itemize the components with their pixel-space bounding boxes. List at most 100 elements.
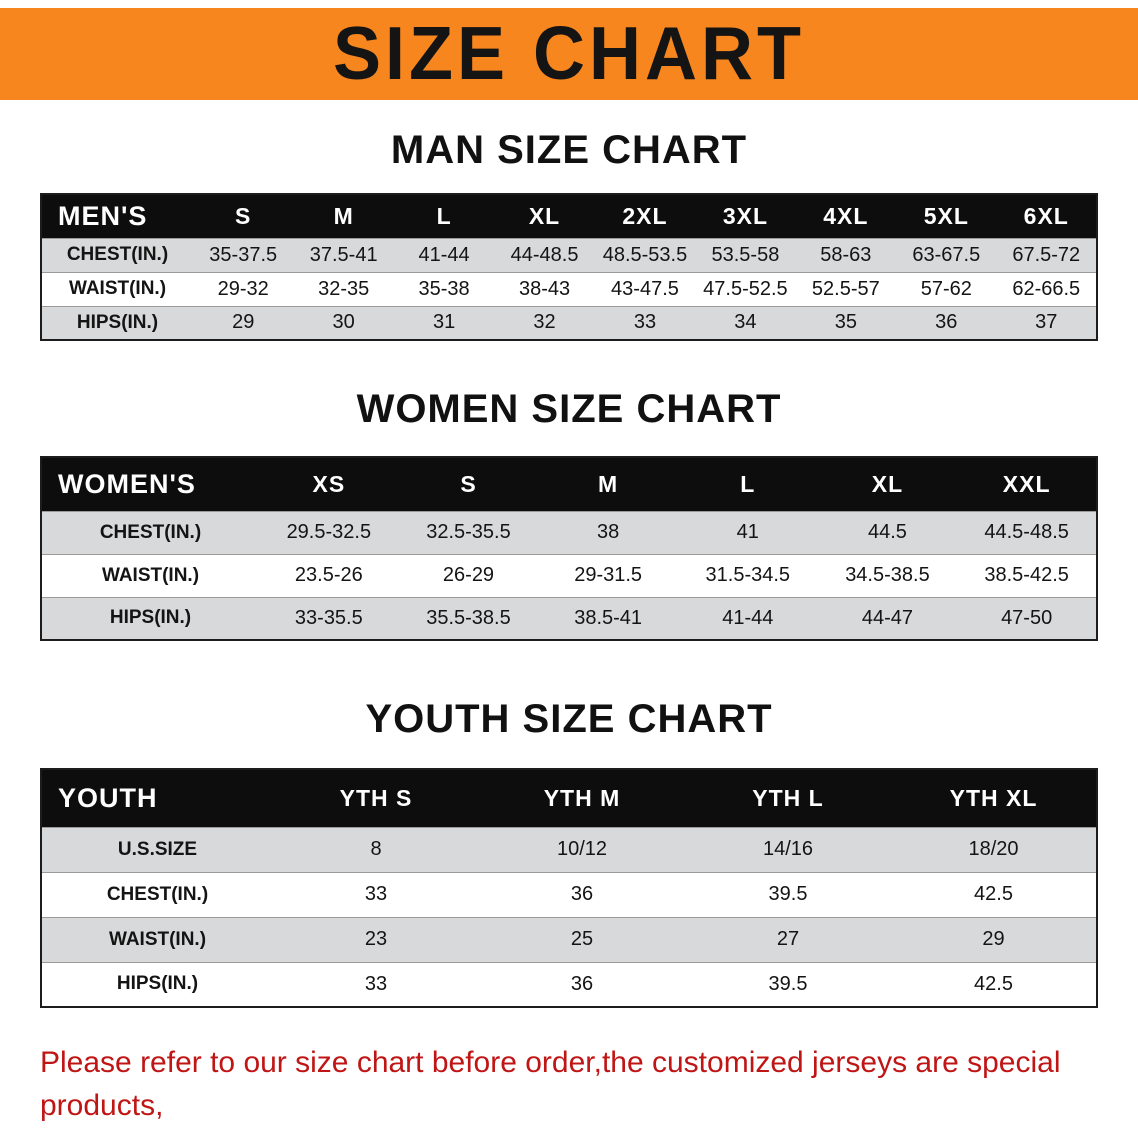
measurement-value: 43-47.5	[594, 271, 696, 306]
measurement-value: 44.5-48.5	[957, 510, 1097, 554]
man-size-table: MEN'S S M L XL 2XL 3XL 4XL 5XL 6XL CHEST(IN.) 35-37…	[40, 193, 1098, 341]
size-column-header: XXL	[1002, 470, 1051, 497]
measurement-row: HIPS(IN.) 33 36 39.5 42.5	[41, 961, 1097, 1007]
measurement-value: 36	[479, 961, 685, 1007]
women-size-chart-section: WOMEN SIZE CHART WOMEN'S XS S M L XL XXL CHEST(…	[0, 387, 1138, 641]
table-header-row: MEN'S S M L XL 2XL 3XL 4XL 5XL 6XL	[41, 194, 1097, 238]
disclaimer-line-1: Please refer to our size chart before or…	[40, 1046, 1061, 1122]
measurement-value: 10/12	[479, 826, 685, 872]
women-size-table: WOMEN'S XS S M L XL XXL CHEST(IN.) 29.5-32.5 32.5…	[40, 456, 1098, 641]
size-column-header: 2XL	[622, 202, 668, 229]
size-column-header: YTH S	[339, 784, 413, 811]
measurement-value: 48.5-53.5	[594, 237, 696, 272]
size-column-header: S	[235, 202, 252, 229]
measurement-value: 44-47	[817, 596, 958, 640]
measurement-value: 33	[273, 961, 479, 1007]
size-column-header: M	[598, 470, 619, 497]
measurement-value: 37	[996, 305, 1097, 340]
measurement-label: WAIST(IN.)	[41, 553, 259, 597]
measurement-value: 41	[677, 510, 818, 554]
page-title: SIZE CHART	[333, 12, 805, 97]
measurement-value: 41-44	[393, 237, 495, 272]
table-group-label: MEN'S	[58, 200, 148, 231]
measurement-value: 32-35	[293, 271, 394, 306]
measurement-value: 34.5-38.5	[817, 553, 958, 597]
measurement-value: 47.5-52.5	[695, 271, 796, 306]
disclaimer-line-2: we don't accept cancel, change, teturn o…	[40, 1127, 1110, 1132]
table-header-row: YOUTH YTH S YTH M YTH L YTH XL	[41, 769, 1097, 827]
measurement-value: 35-37.5	[193, 237, 294, 272]
women-size-chart-heading: WOMEN SIZE CHART	[356, 387, 782, 431]
measurement-value: 42.5	[891, 871, 1097, 917]
measurement-value: 52.5-57	[795, 271, 897, 306]
measurement-value: 33	[273, 871, 479, 917]
measurement-value: 57-62	[896, 271, 997, 306]
size-column-header: S	[460, 470, 477, 497]
size-column-header: M	[333, 202, 354, 229]
size-column-header: 3XL	[722, 202, 768, 229]
measurement-value: 29.5-32.5	[259, 510, 399, 554]
size-column-header: L	[740, 470, 756, 497]
measurement-value: 38.5-42.5	[957, 553, 1097, 597]
measurement-value: 67.5-72	[996, 237, 1097, 272]
measurement-label: U.S.SIZE	[41, 826, 273, 872]
measurement-value: 26-29	[398, 553, 539, 597]
youth-size-chart-heading: YOUTH SIZE CHART	[365, 697, 773, 741]
measurement-row: CHEST(IN.) 33 36 39.5 42.5	[41, 871, 1097, 917]
measurement-label: WAIST(IN.)	[41, 916, 273, 962]
disclaimer: Please refer to our size chart before or…	[40, 1042, 1110, 1132]
measurement-value: 42.5	[891, 961, 1097, 1007]
measurement-value: 27	[685, 916, 891, 962]
size-column-header: YTH L	[752, 784, 824, 811]
measurement-value: 36	[896, 305, 997, 340]
measurement-row: HIPS(IN.) 33-35.5 35.5-38.5 38.5-41 41-44 44-…	[41, 596, 1097, 640]
measurement-label: WAIST(IN.)	[41, 271, 193, 306]
measurement-value: 34	[695, 305, 796, 340]
measurement-value: 31	[393, 305, 495, 340]
man-size-chart-heading: MAN SIZE CHART	[390, 128, 748, 172]
measurement-value: 47-50	[957, 596, 1097, 640]
measurement-value: 29-31.5	[538, 553, 678, 597]
measurement-value: 63-67.5	[896, 237, 997, 272]
measurement-value: 41-44	[677, 596, 818, 640]
youth-size-chart-section: YOUTH SIZE CHART YOUTH YTH S YTH M YTH L YTH…	[0, 697, 1138, 1008]
measurement-value: 29-32	[193, 271, 294, 306]
measurement-value: 35	[795, 305, 897, 340]
measurement-value: 14/16	[685, 826, 891, 872]
measurement-row: WAIST(IN.) 23.5-26 26-29 29-31.5 31.5-34.5 34…	[41, 553, 1097, 597]
measurement-label: CHEST(IN.)	[41, 510, 259, 554]
measurement-row: HIPS(IN.) 29 30 31 32 33 34 35 36 37	[41, 305, 1097, 340]
youth-size-table: YOUTH YTH S YTH M YTH L YTH XL U.S.SIZE 8 10/12…	[40, 768, 1098, 1008]
measurement-value: 8	[273, 826, 479, 872]
size-column-header: 6XL	[1023, 202, 1069, 229]
measurement-value: 44.5	[817, 510, 958, 554]
measurement-row: WAIST(IN.) 29-32 32-35 35-38 38-43 43-47.5 47.…	[41, 271, 1097, 306]
measurement-value: 37.5-41	[293, 237, 394, 272]
size-column-header: YTH XL	[949, 784, 1038, 811]
measurement-value: 33	[594, 305, 696, 340]
size-column-header: XL	[528, 202, 561, 229]
banner: SIZE CHART	[0, 8, 1138, 100]
table-group-label: YOUTH	[58, 782, 158, 813]
measurement-value: 32	[494, 305, 595, 340]
man-size-chart-section: MAN SIZE CHART MEN'S S M L XL 2XL 3XL 4XL 5XL 6XL…	[0, 128, 1138, 341]
measurement-value: 32.5-35.5	[398, 510, 539, 554]
measurement-row: U.S.SIZE 8 10/12 14/16 18/20	[41, 826, 1097, 872]
measurement-value: 53.5-58	[695, 237, 796, 272]
measurement-value: 35.5-38.5	[398, 596, 539, 640]
measurement-row: CHEST(IN.) 29.5-32.5 32.5-35.5 38 41 44.5 44.5…	[41, 510, 1097, 554]
measurement-value: 18/20	[891, 826, 1097, 872]
measurement-value: 58-63	[795, 237, 897, 272]
measurement-value: 39.5	[685, 871, 891, 917]
measurement-value: 38	[538, 510, 678, 554]
measurement-value: 29	[891, 916, 1097, 962]
measurement-value: 30	[293, 305, 394, 340]
size-column-header: YTH M	[543, 784, 621, 811]
size-column-header: XS	[312, 470, 346, 497]
measurement-value: 38.5-41	[538, 596, 678, 640]
measurement-value: 29	[193, 305, 294, 340]
table-header-row: WOMEN'S XS S M L XL XXL	[41, 457, 1097, 511]
measurement-label: HIPS(IN.)	[41, 596, 259, 640]
measurement-row: WAIST(IN.) 23 25 27 29	[41, 916, 1097, 962]
